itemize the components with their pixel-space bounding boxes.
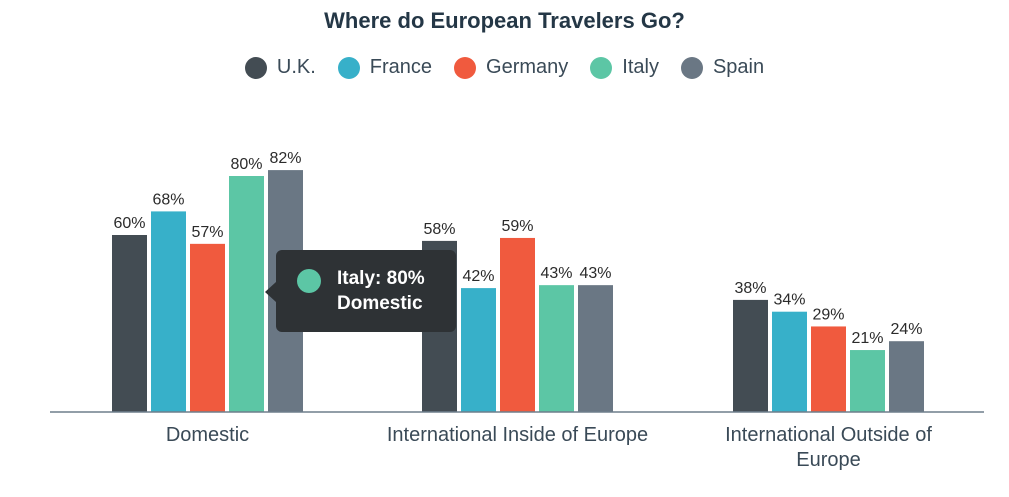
bar-germany-2[interactable] [500,237,535,412]
bar-italy-3[interactable] [850,350,885,412]
chart-title: Where do European Travelers Go? [324,8,685,33]
tooltip: Italy: 80% Domestic [265,250,456,332]
bar-germany-3[interactable] [811,326,846,412]
legend-swatch-spain [680,56,703,79]
data-label-france-3: 34% [773,292,805,309]
legend-label-germany: Germany [486,56,569,78]
category-label-1: Domestic [166,424,249,446]
legend-label-italy: Italy [622,56,659,78]
bar-uk-1[interactable] [112,235,147,412]
bar-france-3[interactable] [772,311,807,412]
data-label-uk-3: 38% [734,280,766,297]
data-label-germany-3: 29% [812,306,844,323]
data-label-germany-1: 57% [191,224,223,241]
bar-italy-2[interactable] [539,285,574,412]
legend-label-spain: Spain [712,56,765,78]
legend: U.K. France Germany Italy Spain [0,56,1009,79]
legend-label-uk: U.K. [276,56,316,78]
legend-item-spain[interactable]: Spain [680,56,765,79]
data-label-uk-1: 60% [113,215,145,232]
data-label-spain-3: 24% [890,321,922,338]
data-label-spain-2: 43% [579,265,611,282]
data-label-germany-2: 59% [501,218,533,235]
data-label-italy-3: 21% [851,330,883,347]
bar-france-1[interactable] [151,211,186,412]
bar-spain-2[interactable] [578,285,613,412]
data-label-italy-2: 43% [540,265,572,282]
data-label-spain-1: 82% [269,150,301,167]
legend-swatch-france [337,56,360,79]
category-label-2: International Inside of Europe [387,424,648,446]
data-label-uk-2: 58% [423,221,455,238]
tooltip-swatch [297,269,321,293]
legend-item-italy[interactable]: Italy [590,56,659,79]
legend-item-uk[interactable]: U.K. [244,56,316,79]
data-label-france-1: 68% [152,191,184,208]
bar-germany-1[interactable] [190,243,225,412]
legend-swatch-germany [454,56,477,79]
category-label-3: International Outside of Europe [725,424,932,471]
data-label-france-2: 42% [462,268,494,285]
legend-item-france[interactable]: France [337,56,433,79]
tooltip-category: Domestic [337,293,423,314]
bar-spain-3[interactable] [889,341,924,412]
bar-france-2[interactable] [461,288,496,412]
legend-swatch-italy [590,56,613,79]
data-label-italy-1: 80% [230,156,262,173]
legend-label-france: France [369,56,433,78]
legend-swatch-uk [244,56,267,79]
tooltip-series-value: Italy: 80% [337,268,425,289]
legend-item-germany[interactable]: Germany [454,56,568,79]
bar-uk-3[interactable] [733,299,768,412]
bar-italy-1[interactable] [229,176,264,412]
